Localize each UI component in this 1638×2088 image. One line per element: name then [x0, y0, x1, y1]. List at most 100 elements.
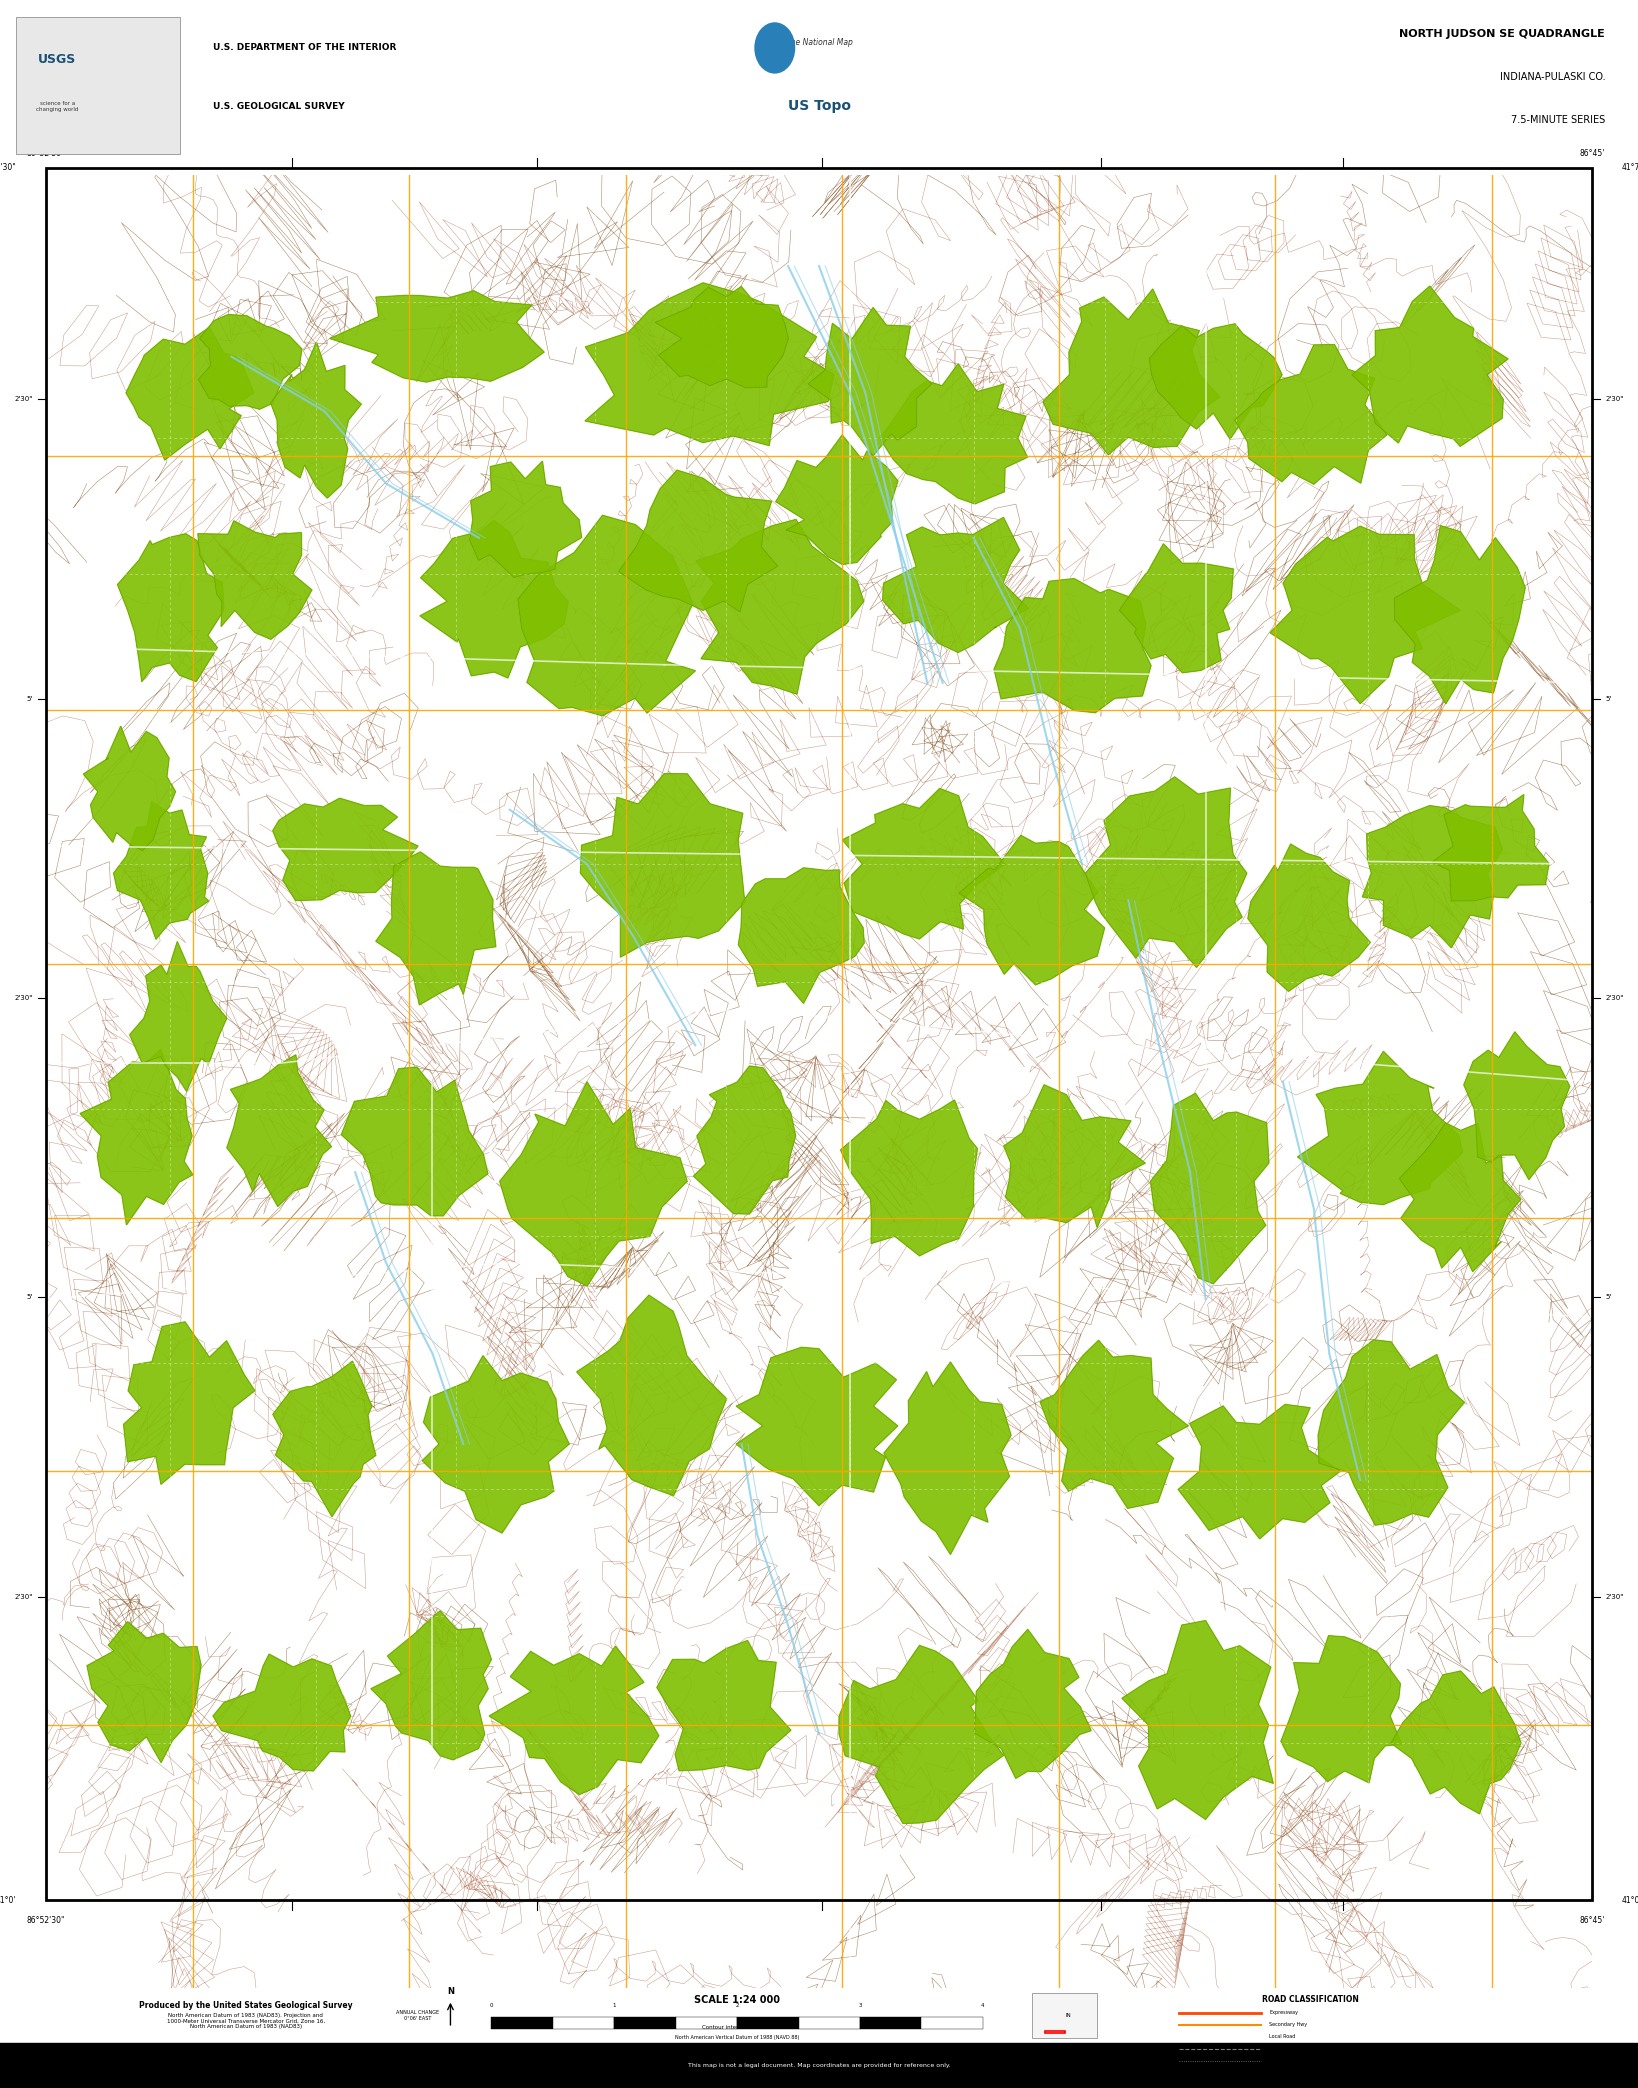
- Text: North American Datum of 1983 (NAD83). Projection and
1000-Meter Universal Transv: North American Datum of 1983 (NAD83). Pr…: [167, 2013, 324, 2030]
- Polygon shape: [842, 789, 1004, 940]
- Polygon shape: [776, 434, 898, 564]
- Text: US Topo: US Topo: [788, 98, 850, 113]
- Polygon shape: [1297, 1052, 1463, 1205]
- Polygon shape: [500, 1082, 688, 1286]
- Polygon shape: [696, 520, 863, 693]
- Text: 2'30": 2'30": [15, 397, 33, 403]
- Bar: [614, 2017, 675, 2030]
- Text: 5': 5': [1605, 1295, 1612, 1301]
- Polygon shape: [329, 290, 544, 382]
- Bar: [16, 17, 180, 155]
- Polygon shape: [226, 1054, 331, 1207]
- Text: 0: 0: [490, 2002, 493, 2009]
- Bar: [799, 2017, 860, 2030]
- Bar: [1032, 1992, 1097, 2038]
- Text: 2'30": 2'30": [15, 996, 33, 1000]
- Text: Produced by the United States Geological Survey: Produced by the United States Geological…: [139, 2000, 352, 2011]
- Polygon shape: [1399, 1123, 1520, 1272]
- Polygon shape: [1150, 324, 1283, 438]
- Text: IN: IN: [1065, 2013, 1071, 2019]
- Polygon shape: [1122, 1620, 1273, 1819]
- Text: 86°45': 86°45': [1579, 1917, 1605, 1925]
- Text: U.S. GEOLOGICAL SURVEY: U.S. GEOLOGICAL SURVEY: [213, 102, 344, 111]
- Text: Expressway: Expressway: [1269, 2011, 1299, 2015]
- Text: 86°52'30": 86°52'30": [26, 1917, 66, 1925]
- Polygon shape: [577, 1295, 727, 1495]
- Polygon shape: [883, 518, 1029, 651]
- Polygon shape: [1086, 777, 1247, 967]
- Polygon shape: [655, 286, 788, 388]
- Polygon shape: [80, 1050, 193, 1226]
- Text: 2'30": 2'30": [1605, 996, 1623, 1000]
- Text: The National Map: The National Map: [786, 38, 852, 48]
- Polygon shape: [735, 1347, 898, 1505]
- Polygon shape: [341, 1067, 488, 1215]
- Text: 5': 5': [26, 695, 33, 702]
- Text: ROAD CLASSIFICATION: ROAD CLASSIFICATION: [1261, 1996, 1360, 2004]
- Bar: [921, 2017, 983, 2030]
- Polygon shape: [1150, 1094, 1269, 1284]
- Polygon shape: [274, 1361, 375, 1516]
- Text: ANNUAL CHANGE
0°06' EAST: ANNUAL CHANGE 0°06' EAST: [396, 2011, 439, 2021]
- Polygon shape: [739, 869, 865, 1004]
- Text: 41°7'30": 41°7'30": [0, 163, 16, 171]
- Text: North American Vertical Datum of 1988 (NAVD 88): North American Vertical Datum of 1988 (N…: [675, 2036, 799, 2040]
- Polygon shape: [1248, 844, 1371, 992]
- Bar: [0, 2042, 1638, 2088]
- Polygon shape: [840, 1100, 978, 1255]
- Polygon shape: [419, 520, 568, 679]
- Text: 2'30": 2'30": [15, 1593, 33, 1599]
- Polygon shape: [274, 798, 418, 900]
- Polygon shape: [1394, 526, 1525, 704]
- Polygon shape: [87, 1622, 201, 1762]
- Polygon shape: [423, 1355, 570, 1533]
- Polygon shape: [1178, 1405, 1340, 1539]
- Polygon shape: [839, 1645, 1004, 1823]
- Polygon shape: [270, 342, 362, 499]
- Polygon shape: [975, 1629, 1091, 1779]
- Polygon shape: [126, 328, 254, 459]
- Polygon shape: [1432, 796, 1550, 900]
- Polygon shape: [123, 1322, 256, 1485]
- Polygon shape: [1119, 543, 1233, 672]
- Text: 86°45': 86°45': [1579, 148, 1605, 159]
- Polygon shape: [470, 461, 581, 578]
- Polygon shape: [808, 307, 932, 455]
- Text: 86°52'30": 86°52'30": [26, 148, 66, 159]
- Text: science for a
changing world: science for a changing world: [36, 100, 79, 111]
- Bar: [860, 2017, 921, 2030]
- Text: SCALE 1:24 000: SCALE 1:24 000: [695, 1994, 780, 2004]
- Polygon shape: [619, 470, 778, 612]
- Polygon shape: [1235, 345, 1387, 484]
- Ellipse shape: [753, 23, 796, 73]
- Text: 2: 2: [735, 2002, 739, 2009]
- Polygon shape: [198, 315, 301, 409]
- Text: USGS: USGS: [38, 54, 77, 67]
- Polygon shape: [1319, 1340, 1464, 1524]
- Polygon shape: [1040, 1340, 1188, 1508]
- Bar: [491, 2017, 552, 2030]
- Polygon shape: [880, 363, 1027, 503]
- Polygon shape: [370, 1610, 491, 1760]
- Text: 3: 3: [858, 2002, 862, 2009]
- Text: Local Road: Local Road: [1269, 2034, 1296, 2040]
- Polygon shape: [994, 578, 1152, 712]
- Text: 4WD: 4WD: [1269, 2059, 1281, 2063]
- Bar: [46, 167, 1592, 1900]
- Bar: [0, 1988, 1638, 2042]
- Text: U.S. DEPARTMENT OF THE INTERIOR: U.S. DEPARTMENT OF THE INTERIOR: [213, 44, 396, 52]
- Polygon shape: [1269, 526, 1459, 704]
- Text: 5': 5': [1605, 695, 1612, 702]
- Polygon shape: [585, 282, 834, 445]
- Polygon shape: [1464, 1031, 1569, 1180]
- Polygon shape: [958, 835, 1104, 986]
- Polygon shape: [518, 516, 696, 716]
- Polygon shape: [129, 942, 226, 1092]
- Bar: [737, 2017, 799, 2030]
- Polygon shape: [885, 1361, 1011, 1553]
- Text: 1: 1: [613, 2002, 616, 2009]
- Bar: [675, 2017, 737, 2030]
- Polygon shape: [693, 1067, 796, 1213]
- Text: 5': 5': [26, 1295, 33, 1301]
- Text: 7.5-MINUTE SERIES: 7.5-MINUTE SERIES: [1510, 115, 1605, 125]
